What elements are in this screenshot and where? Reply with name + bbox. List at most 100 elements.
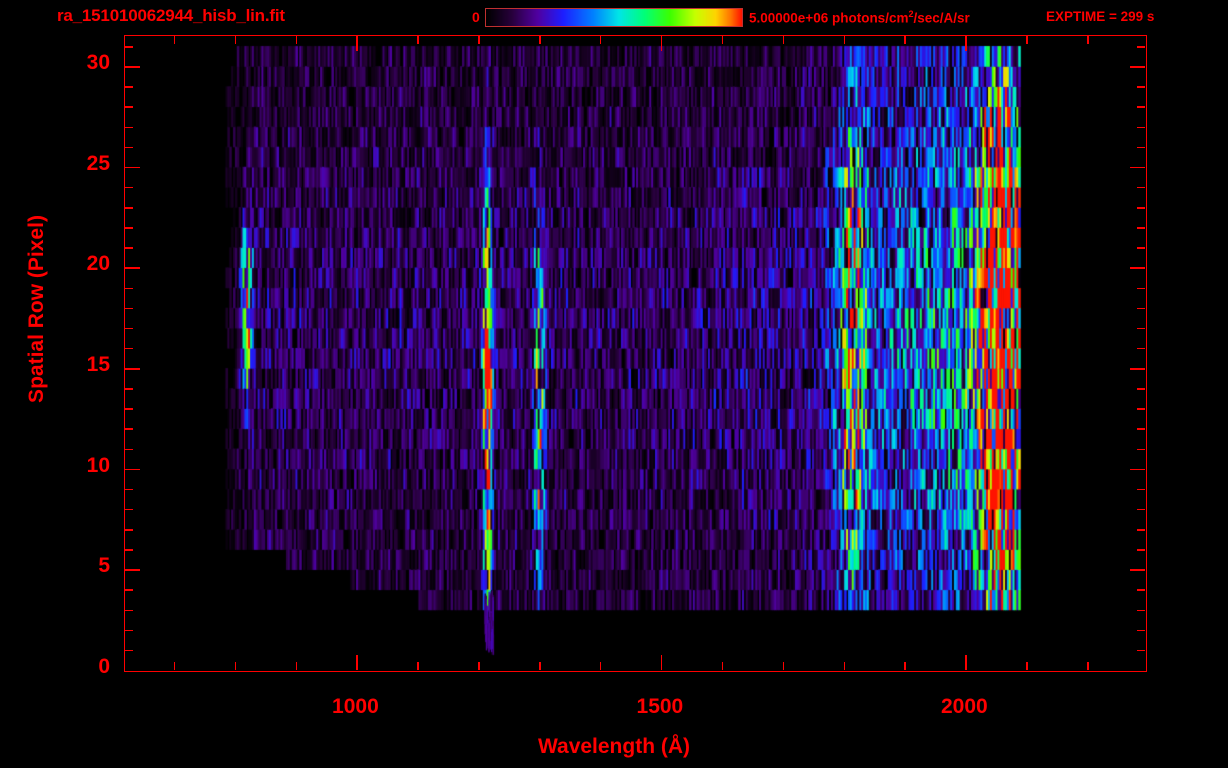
- axis-tick: [125, 569, 140, 571]
- axis-tick: [125, 287, 133, 290]
- axis-tick: [125, 408, 133, 410]
- axis-tick: [1137, 106, 1145, 108]
- axis-tick: [125, 267, 140, 269]
- axis-tick: [1137, 488, 1145, 491]
- axis-tick: [1137, 307, 1145, 310]
- axis-tick: [1137, 207, 1145, 209]
- axis-tick: [417, 36, 419, 44]
- axis-tick: [125, 649, 133, 652]
- y-tick-label: 25: [86, 151, 110, 175]
- axis-tick: [1130, 468, 1145, 471]
- axis-tick: [125, 106, 133, 108]
- axis-tick: [125, 46, 133, 48]
- axis-tick: [125, 428, 133, 430]
- exptime-label: EXPTIME = 299 s: [1046, 9, 1155, 24]
- axis-tick: [843, 36, 846, 44]
- axis-tick: [125, 549, 133, 551]
- axis-tick: [782, 36, 785, 44]
- axis-tick: [295, 36, 297, 44]
- axis-tick: [1137, 247, 1145, 249]
- axis-tick: [904, 36, 906, 44]
- axis-tick: [125, 66, 140, 68]
- axis-tick: [356, 36, 358, 51]
- colorbar-max-value: 5.00000e+06 photons/cm: [749, 10, 909, 26]
- axis-tick: [125, 488, 133, 491]
- axis-tick: [1137, 46, 1145, 48]
- axis-tick: [721, 662, 724, 670]
- axis-tick: [478, 36, 480, 44]
- axis-tick: [782, 662, 785, 670]
- axis-tick: [1130, 66, 1145, 68]
- colorbar-unit-tail: /sec/A/sr: [913, 10, 970, 26]
- y-tick-label: 0: [98, 655, 110, 678]
- axis-tick: [1137, 408, 1145, 410]
- y-axis-title: Spatial Row (Pixel): [25, 215, 48, 403]
- axis-tick: [125, 347, 133, 350]
- y-tick-label: 5: [98, 554, 110, 578]
- axis-tick: [1137, 388, 1145, 390]
- axis-tick: [1137, 508, 1145, 511]
- spectrogram-image: [125, 36, 1145, 670]
- axis-tick: [1137, 126, 1145, 129]
- colorbar-unit-exponent: 2: [908, 9, 914, 19]
- x-tick-label: 1500: [636, 695, 684, 718]
- axis-tick: [1087, 36, 1089, 44]
- colorbar-max-label: 5.00000e+06 photons/cm2/sec/A/sr: [749, 9, 970, 26]
- axis-tick: [173, 36, 176, 44]
- axis-tick: [1137, 287, 1145, 290]
- axis-tick: [125, 468, 140, 471]
- axis-tick: [1137, 549, 1145, 551]
- y-tick-label: 30: [86, 51, 110, 75]
- axis-tick: [234, 662, 237, 670]
- plot-frame: [124, 35, 1147, 672]
- page-title: ra_151010062944_hisb_lin.fit: [57, 6, 285, 25]
- axis-tick: [125, 589, 133, 591]
- axis-tick: [1026, 36, 1028, 44]
- axis-tick: [660, 655, 663, 670]
- colorbar-min-label: 0: [472, 9, 480, 25]
- axis-tick: [1137, 347, 1145, 350]
- y-tick-label: 10: [86, 453, 110, 477]
- colorbar-gradient: [485, 8, 743, 27]
- y-tick-label: 20: [86, 252, 110, 276]
- axis-tick: [234, 36, 237, 44]
- axis-tick: [125, 529, 133, 531]
- axis-tick: [125, 126, 133, 129]
- axis-tick: [125, 227, 133, 229]
- axis-tick: [965, 36, 967, 51]
- axis-tick: [1130, 368, 1145, 370]
- axis-tick: [125, 609, 133, 612]
- axis-tick: [125, 207, 133, 209]
- axis-tick: [539, 36, 541, 44]
- axis-tick: [539, 662, 541, 670]
- axis-tick: [1087, 662, 1089, 670]
- axis-tick: [1130, 166, 1145, 169]
- axis-tick: [478, 662, 480, 670]
- axis-tick: [125, 327, 133, 330]
- axis-tick: [843, 662, 846, 670]
- axis-tick: [1130, 569, 1145, 571]
- axis-tick: [1137, 649, 1145, 652]
- axis-tick: [1137, 227, 1145, 229]
- axis-tick: [1137, 529, 1145, 531]
- axis-tick: [125, 186, 133, 189]
- axis-tick: [599, 662, 602, 670]
- axis-tick: [125, 368, 140, 370]
- axis-tick: [1137, 609, 1145, 612]
- x-tick-label: 1000: [332, 695, 379, 718]
- axis-tick: [1137, 629, 1145, 632]
- axis-tick: [125, 448, 133, 451]
- x-tick-label: 2000: [940, 695, 988, 718]
- axis-tick: [599, 36, 602, 44]
- axis-tick: [965, 655, 967, 670]
- axis-tick: [904, 662, 906, 670]
- axis-tick: [125, 86, 133, 88]
- axis-tick: [356, 655, 358, 670]
- axis-tick: [721, 36, 724, 44]
- axis-tick: [1137, 186, 1145, 189]
- axis-tick: [295, 662, 297, 670]
- y-tick-label: 15: [86, 353, 110, 377]
- axis-tick: [1137, 86, 1145, 88]
- axis-tick: [173, 662, 176, 670]
- axis-tick: [125, 388, 133, 390]
